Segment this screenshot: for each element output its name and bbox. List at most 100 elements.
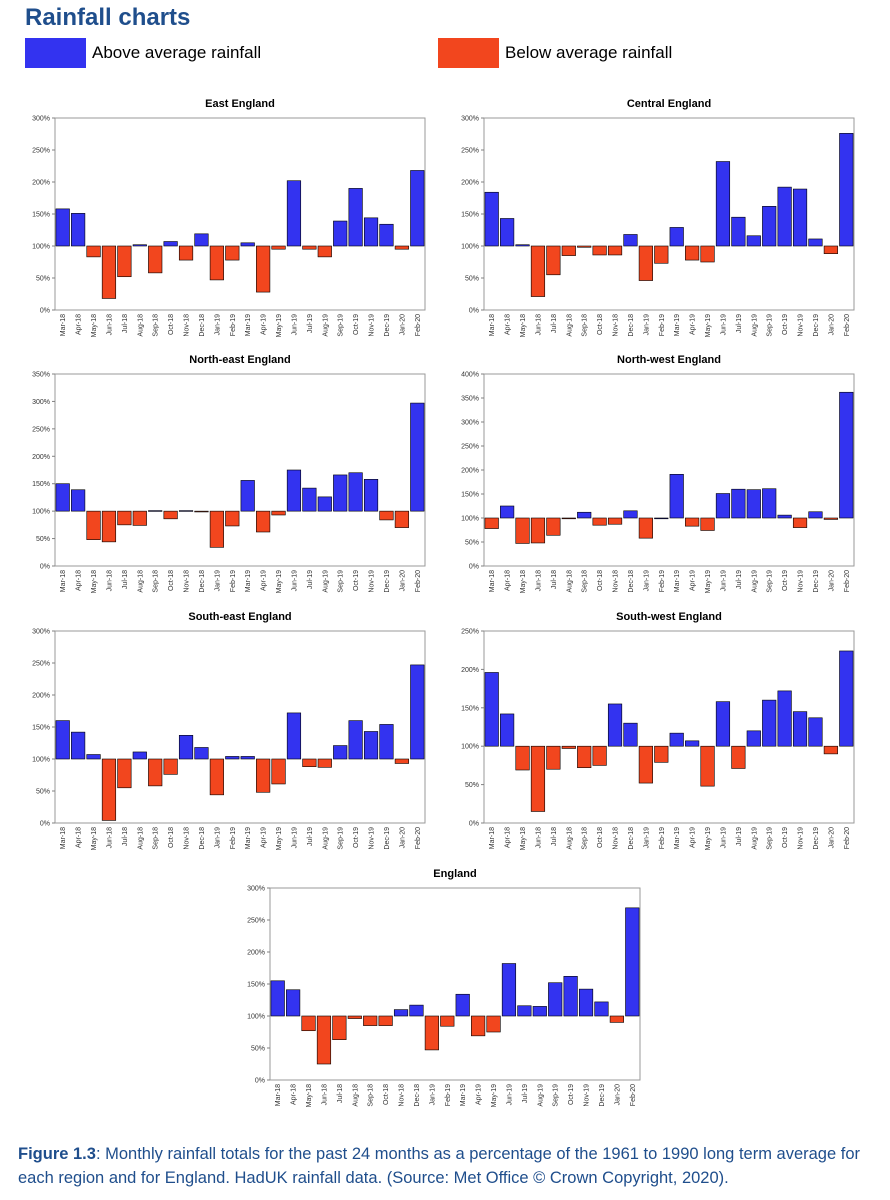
x-tick-label: Jan-19	[643, 827, 650, 849]
x-tick-label: Oct-19	[353, 570, 360, 591]
y-tick-label: 0%	[469, 821, 479, 828]
bar-oct-18	[592, 517, 607, 526]
bar-may-18	[515, 517, 530, 544]
x-tick-label: Aug-19	[322, 314, 329, 337]
x-tick-label: Dec-18	[199, 827, 206, 850]
bar-may-18	[86, 754, 101, 760]
x-tick-label: Sep-18	[582, 827, 589, 850]
bar-oct-19	[777, 514, 792, 519]
bar-oct-18	[163, 510, 178, 520]
chart-south-west-england: South-west England 0% 50% 100% 150% 200% 250% M…	[461, 611, 855, 850]
y-tick-label: 100%	[461, 744, 479, 751]
bar-nov-18	[607, 245, 623, 256]
y-tick-label: 50%	[465, 276, 479, 283]
y-tick-label: 250%	[461, 444, 479, 451]
bar-oct-19	[777, 690, 792, 747]
bar-apr-19	[471, 1015, 486, 1037]
y-tick-label: 150%	[461, 492, 479, 499]
bar-dec-18	[623, 234, 638, 247]
chart-panel-england: England 0% 50% 100% 150% 200% 250% 300% Mar-18 Ap…	[232, 862, 652, 1112]
y-tick-label: 0%	[469, 308, 479, 315]
y-tick-label: 200%	[32, 454, 50, 461]
chart-panel-south-east-england: South-east England 0% 50% 100% 150% 200% 250% 3…	[17, 605, 437, 855]
y-tick-label: 100%	[32, 244, 50, 251]
x-tick-label: May-18	[520, 570, 527, 593]
x-tick-label: Jul-19	[307, 570, 314, 589]
bar-oct-19	[348, 188, 363, 247]
x-tick-label: Apr-19	[690, 314, 697, 335]
chart-title: England	[433, 868, 476, 880]
x-tick-label: Apr-19	[261, 314, 268, 335]
bar-apr-19	[685, 245, 700, 261]
x-tick-label: Sep-19	[767, 570, 774, 593]
bar-dec-18	[623, 510, 638, 519]
bar-jan-19	[638, 745, 653, 784]
plot-area	[483, 117, 855, 311]
bar-jul-19	[731, 745, 746, 769]
x-tick-label: Apr-18	[76, 827, 83, 848]
x-tick-label: Nov-19	[369, 314, 376, 337]
bar-nov-19	[363, 217, 379, 247]
bar-oct-18	[163, 241, 178, 247]
bar-nov-19	[363, 479, 379, 512]
bar-may-19	[271, 245, 286, 250]
y-tick-label: 250%	[32, 426, 50, 433]
x-tick-label: Dec-18	[414, 1084, 421, 1107]
x-tick-label: Apr-18	[505, 827, 512, 848]
x-tick-label: Dec-18	[628, 827, 635, 850]
x-tick-label: Mar-19	[245, 570, 252, 592]
x-tick-label: Apr-19	[476, 1084, 483, 1105]
x-tick-label: Dec-19	[813, 570, 820, 593]
x-tick-label: Jan-19	[214, 827, 221, 849]
legend-label-above: Above average rainfall	[92, 43, 262, 62]
chart-title: North-west England	[617, 354, 721, 366]
bar-aug-18	[132, 510, 147, 526]
x-tick-label: Sep-19	[338, 314, 345, 337]
x-tick-label: Nov-19	[798, 570, 805, 593]
x-tick-label: Feb-19	[659, 827, 666, 849]
bar-oct-18	[592, 245, 607, 256]
chart-panel-north-east-england: North-east England 0% 50% 100% 150% 200% 250% 3…	[17, 348, 437, 598]
bar-jul-19	[517, 1005, 532, 1017]
x-tick-label: Nov-19	[369, 570, 376, 593]
x-tick-label: Jan-19	[214, 570, 221, 592]
bar-aug-19	[317, 245, 332, 258]
bar-jan-20	[609, 1015, 624, 1023]
bar-oct-19	[563, 976, 578, 1017]
x-tick-label: Dec-19	[384, 314, 391, 337]
x-tick-label: Dec-18	[628, 314, 635, 337]
x-tick-label: Apr-19	[261, 570, 268, 591]
bar-mar-18	[55, 720, 70, 760]
bar-aug-19	[746, 235, 761, 247]
y-tick-label: 50%	[36, 276, 50, 283]
chart-panel-central-england: Central England 0% 50% 100% 150% 200% 250% 300%…	[446, 92, 866, 342]
x-tick-label: Mar-19	[245, 314, 252, 336]
plot-area	[483, 630, 855, 824]
x-tick-label: May-19	[276, 570, 283, 593]
bar-jul-19	[731, 488, 746, 519]
y-tick-label: 50%	[36, 789, 50, 796]
y-tick-label: 0%	[40, 308, 50, 315]
bar-nov-18	[178, 245, 194, 261]
x-tick-label: Jun-19	[291, 570, 298, 592]
bar-aug-18	[561, 517, 576, 520]
bar-may-19	[271, 758, 286, 785]
chart-title: East England	[205, 98, 275, 110]
x-tick-label: May-18	[520, 314, 527, 337]
x-tick-label: Nov-18	[399, 1084, 406, 1107]
x-tick-label: Mar-18	[60, 314, 67, 336]
y-tick-label: 250%	[32, 148, 50, 155]
bar-jul-18	[117, 510, 132, 526]
x-tick-label: Dec-19	[384, 570, 391, 593]
x-tick-label: Aug-19	[751, 827, 758, 850]
x-tick-label: Sep-19	[767, 314, 774, 337]
bar-aug-18	[132, 751, 147, 760]
x-tick-label: Jan-20	[399, 314, 406, 336]
bar-feb-19	[225, 756, 240, 760]
bar-mar-18	[55, 483, 70, 512]
bar-jan-20	[394, 245, 409, 250]
bar-apr-19	[685, 517, 700, 527]
x-tick-label: Jun-18	[535, 827, 542, 849]
bar-sep-19	[762, 206, 777, 247]
y-tick-label: 200%	[461, 468, 479, 475]
